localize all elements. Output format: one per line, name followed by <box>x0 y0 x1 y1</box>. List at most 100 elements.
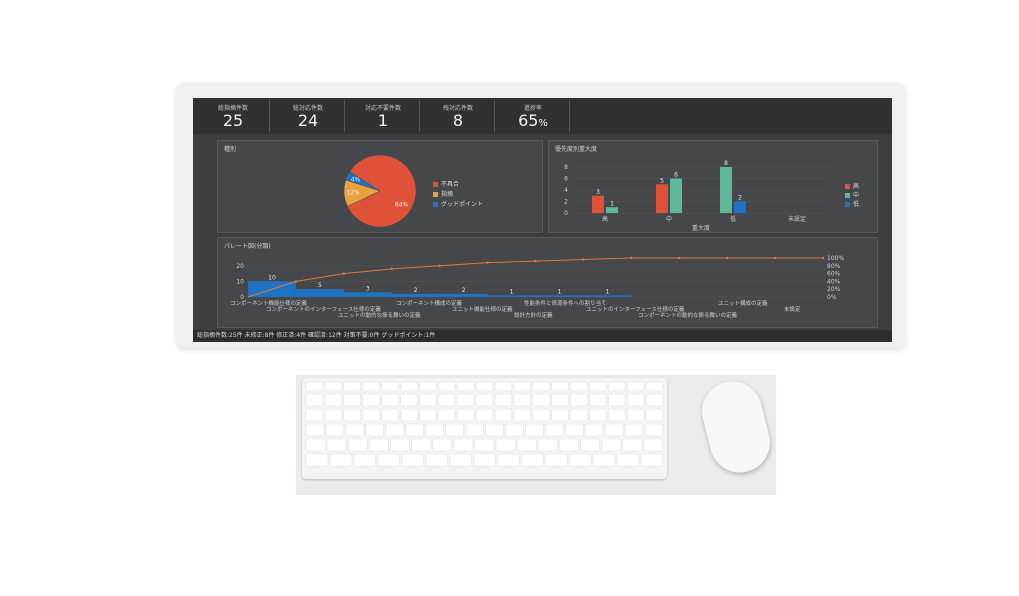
keyboard-keys <box>305 381 664 467</box>
key <box>643 438 664 452</box>
key <box>445 423 464 437</box>
key <box>465 423 484 437</box>
pie-slice-label: 84% <box>395 201 409 208</box>
legend-item: 不具合 <box>433 179 459 188</box>
pie-slice <box>345 171 381 192</box>
key <box>532 381 550 392</box>
key <box>425 423 444 437</box>
bar <box>592 195 604 213</box>
key <box>497 453 520 467</box>
cumulative-point <box>390 267 393 271</box>
bar-value-label: 2 <box>414 287 418 294</box>
x-tick-label: 設計方針の定義 <box>514 311 553 319</box>
key <box>362 408 380 422</box>
cumulative-point <box>773 256 777 260</box>
y2-tick-label: 80% <box>827 263 841 270</box>
kpi-label: 総指摘件数 <box>217 105 248 112</box>
x-tick-label: 未設定 <box>784 305 801 313</box>
panel-title: 優先度別重大度 <box>555 146 598 153</box>
key <box>411 438 432 452</box>
key <box>608 408 626 422</box>
key <box>377 453 401 467</box>
key <box>626 408 645 422</box>
key <box>601 438 622 452</box>
legend-item: 指摘 <box>433 189 453 198</box>
key <box>570 381 588 392</box>
key <box>516 438 537 452</box>
cumulative-point <box>438 264 441 267</box>
x-tick-label: コンポーネントのインターフェース仕様の定義 <box>266 305 381 313</box>
kpi-label: 残対応件数 <box>442 105 473 112</box>
key <box>390 438 410 452</box>
panel-title: パレート図(分類) <box>224 243 271 250</box>
kpi-value: 1 <box>377 111 389 130</box>
key <box>494 408 513 422</box>
key <box>381 381 399 392</box>
key <box>537 438 558 452</box>
x-tick-label: 低 <box>730 215 736 223</box>
key <box>369 438 389 452</box>
key <box>475 408 494 422</box>
key <box>326 438 347 452</box>
key <box>495 438 516 452</box>
key <box>551 408 569 422</box>
key <box>305 408 324 422</box>
key <box>456 393 475 407</box>
key <box>365 423 385 437</box>
bar <box>734 201 746 213</box>
key <box>400 393 418 407</box>
kpi-label: 総対応件数 <box>292 105 323 112</box>
key <box>419 393 437 407</box>
key <box>449 453 472 467</box>
key <box>494 381 513 392</box>
y-tick-label: 20 <box>236 263 244 270</box>
key <box>475 381 494 392</box>
bar-value-label: 1 <box>610 200 614 207</box>
kpi-progress: 進捗率 65% <box>497 100 570 132</box>
x-tick-label: 高 <box>602 215 608 223</box>
pie-slice-label: 12% <box>346 190 360 197</box>
pareto-bar <box>295 289 344 297</box>
bar-value-label: 10 <box>268 274 276 281</box>
key <box>324 393 343 407</box>
key <box>485 423 504 437</box>
key <box>362 381 380 392</box>
x-tick-label: 未設定 <box>788 215 806 223</box>
key <box>385 423 405 437</box>
key <box>545 423 564 437</box>
status-bar: 総指摘件数:25件 未修正:8件 修正済:4件 確認済:12件 対策不要:0件 … <box>193 330 892 342</box>
key <box>551 381 569 392</box>
key <box>324 408 343 422</box>
key <box>584 423 604 437</box>
x-tick-label: ユニットの動的な振る舞いの定義 <box>338 311 421 319</box>
key <box>645 381 664 392</box>
kpi-remaining: 残対応件数 8 <box>422 100 495 132</box>
legend-item: 高 <box>845 181 859 190</box>
kpi-value: 8 <box>452 111 464 130</box>
bar-value-label: 5 <box>318 282 322 289</box>
y-tick-label: 0 <box>564 210 568 217</box>
key <box>473 453 496 467</box>
bar-value-label: 1 <box>510 288 514 295</box>
pie-slice-label: 4% <box>351 177 361 184</box>
key <box>325 423 345 437</box>
cumulative-point <box>294 280 298 283</box>
key <box>608 381 626 392</box>
key <box>305 438 326 452</box>
key <box>513 381 532 392</box>
y2-tick-label: 100% <box>827 255 844 262</box>
y-tick-label: 2 <box>564 199 568 206</box>
kpi-total-issues: 総指摘件数 25 <box>197 100 270 132</box>
bar-value-label: 3 <box>366 285 370 292</box>
pareto-bar <box>343 292 392 297</box>
key <box>644 423 664 437</box>
key <box>513 408 532 422</box>
key <box>551 393 569 407</box>
bar-value-label: 2 <box>462 287 466 294</box>
y2-tick-label: 40% <box>827 278 841 285</box>
kpi-value: 65% <box>518 111 548 130</box>
key <box>474 438 495 452</box>
key <box>432 438 453 452</box>
key <box>345 423 365 437</box>
pareto-bar <box>391 293 440 297</box>
